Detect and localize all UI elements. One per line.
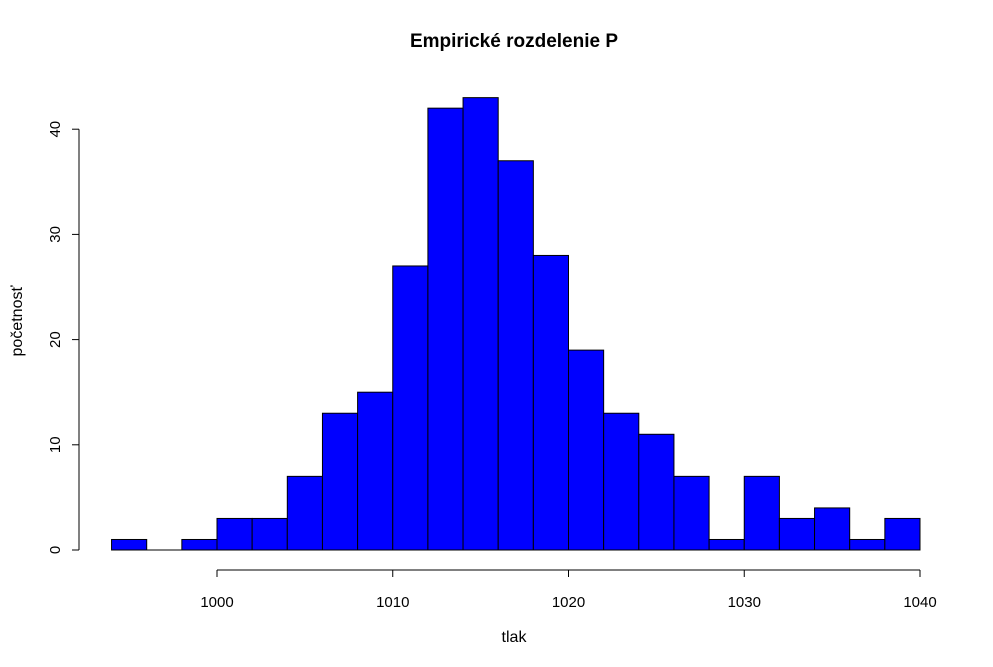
histogram-bar-1038-1040 (884, 517, 921, 551)
histogram-bar-1006-1008 (321, 412, 359, 551)
chart-title: Empirické rozdelenie P (410, 31, 618, 52)
y-tick-label-0: 0 (47, 546, 64, 554)
histogram-bar-1034-1036 (814, 507, 851, 551)
histogram-bar-998-1000 (181, 538, 218, 551)
x-axis-label: tlak (502, 629, 528, 646)
histogram-bar-1014-1016 (462, 97, 499, 551)
x-tick-label-1030: 1030 (728, 594, 761, 611)
histogram-bar-1036-1038 (849, 538, 886, 551)
y-tick-label-40: 40 (47, 121, 64, 138)
histogram-bars (111, 97, 921, 551)
x-tick-label-1020: 1020 (552, 594, 585, 611)
histogram-bar-1028-1030 (708, 538, 745, 551)
histogram-bar-1012-1014 (427, 107, 464, 551)
histogram-bar-1022-1024 (603, 412, 640, 551)
histogram-bar-1002-1004 (251, 517, 288, 551)
y-axis-label: početnosť (9, 285, 26, 357)
histogram-bar-1032-1034 (778, 517, 816, 551)
histogram-bar-1018-1020 (532, 254, 569, 551)
x-tick-label-1040: 1040 (903, 594, 936, 611)
histogram-bar-1010-1012 (392, 265, 429, 551)
histogram-bar-1004-1006 (286, 475, 323, 551)
y-axis: 0 10 20 30 40 (47, 121, 80, 554)
histogram-bar-1008-1010 (357, 391, 394, 551)
histogram-bar-1026-1028 (673, 475, 710, 551)
x-axis: 1000 1010 1020 1030 1040 (200, 569, 937, 611)
histogram-bar-994-996 (111, 538, 148, 551)
y-tick-label-10: 10 (47, 436, 64, 453)
histogram-bar-1030-1032 (743, 475, 780, 551)
y-tick-label-20: 20 (47, 331, 64, 348)
histogram-bar-1016-1018 (497, 160, 534, 551)
x-tick-label-1000: 1000 (200, 594, 233, 611)
histogram-bar-1024-1026 (638, 433, 675, 551)
y-tick-label-30: 30 (47, 226, 64, 243)
histogram-bar-1000-1002 (216, 517, 253, 551)
histogram-bar-1020-1022 (568, 349, 605, 551)
x-tick-label-1010: 1010 (376, 594, 409, 611)
